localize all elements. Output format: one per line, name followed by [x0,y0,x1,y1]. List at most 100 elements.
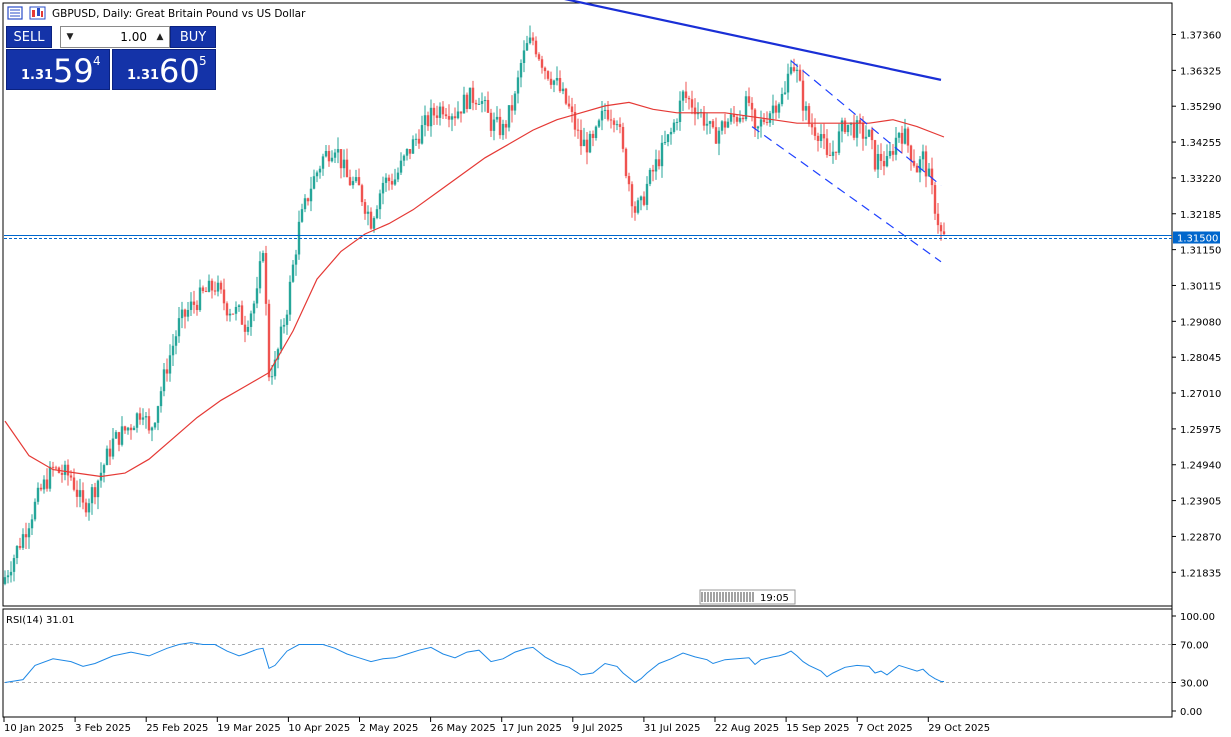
rsi-tick-label: 0.00 [1180,707,1202,718]
candle [567,95,571,109]
candle [579,119,583,155]
candle-body [24,534,28,538]
candle-body [870,129,874,141]
candle-body [84,502,88,513]
rsi-axis: 100.00 70.00 30.00 0.00 [1172,612,1215,718]
candle [723,113,727,135]
channel-lower-line[interactable] [751,126,942,263]
candle [435,105,439,125]
candle-body [516,77,520,94]
candle [732,105,736,124]
candle-body [276,349,280,360]
candle [885,144,889,168]
candle-body [432,107,436,116]
candle [621,122,625,153]
candle-body [834,151,838,153]
candle-body [525,43,529,51]
candle-body [63,464,67,475]
lot-size-stepper[interactable]: ▼ 1.00 ▲ [60,26,170,48]
candle-body [711,121,715,128]
buy-button[interactable]: BUY [170,26,216,48]
candle-body [96,480,100,498]
candle [810,113,814,135]
candle [6,569,10,584]
lot-increase-icon[interactable]: ▲ [156,32,164,42]
candle-body [528,37,532,44]
time-tick-label: 15 Sep 2025 [786,723,849,734]
candle-body [159,391,163,407]
candle [804,101,808,121]
candle-body [144,416,148,418]
resistance-trendline[interactable] [530,0,942,81]
candle [387,174,391,191]
candle-body [183,309,187,317]
candle [369,207,373,230]
candle [519,59,523,88]
candle [471,80,475,111]
candle-body [501,123,505,136]
candle-body [885,156,889,167]
candle-body [495,116,499,120]
candle-body [591,133,595,139]
candle [828,142,832,157]
sell-button[interactable]: SELL [6,26,52,48]
candle-body [882,160,886,167]
candle-body [75,489,79,497]
candle-body [768,113,772,123]
candle-body [129,427,133,431]
candle [735,114,739,127]
main-plot-area[interactable] [2,2,1173,607]
candle-body [135,413,139,428]
candle [840,117,844,143]
candle [513,90,517,115]
candle-body [18,545,22,548]
candle [273,351,277,380]
candle-body [258,261,262,289]
candle-body [378,193,382,210]
sell-price-box[interactable]: 1.31 59 4 [6,49,110,90]
candle [864,125,868,146]
candle [516,70,520,104]
candle-body [369,211,373,229]
channel-upper-line[interactable] [790,60,942,186]
time-tick-label: 31 Jul 2025 [644,723,701,734]
rsi-line [4,642,944,684]
candle [888,142,892,159]
candle [912,149,916,168]
candle [561,82,565,95]
candle-body [402,155,406,161]
candle-body [138,413,142,420]
candle-body [447,116,451,120]
rsi-tick-label: 30.00 [1180,679,1209,690]
candle-body [585,139,589,153]
candle [714,117,718,144]
candle [348,169,352,186]
candle-body [441,106,445,115]
candle [900,125,904,154]
candle [729,108,733,125]
candle-body [213,290,217,292]
candle [906,126,910,153]
price-tick-label: 1.30115 [1180,281,1221,292]
buy-price-box[interactable]: 1.31 60 5 [112,49,216,90]
candle-body [744,96,748,120]
candle-body [177,318,181,337]
candle [141,408,145,426]
candle [594,125,598,141]
candle-body [702,111,706,126]
candle-body [249,313,253,327]
rsi-plot-area[interactable] [2,608,1173,718]
candle-body [3,577,7,584]
candle-body [330,157,334,162]
candle-body [387,177,391,182]
lot-size-value[interactable]: 1.00 [120,30,147,44]
chart-type-icon[interactable] [29,6,46,20]
candle [573,104,577,137]
candle-body [150,427,154,431]
lot-decrease-icon[interactable]: ▼ [66,32,74,42]
candle [570,97,574,123]
candle [870,126,874,150]
candle-body [192,301,196,305]
candle [315,170,319,183]
candle [18,537,22,550]
